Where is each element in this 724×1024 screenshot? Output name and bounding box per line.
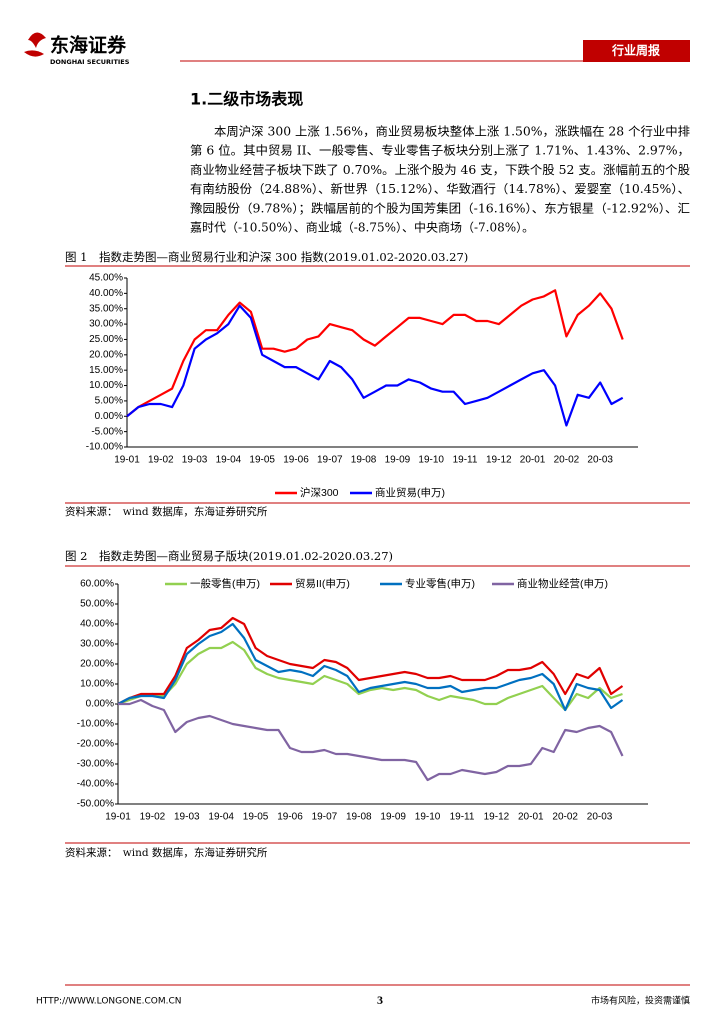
- x-tick-label: 19-06: [277, 812, 303, 823]
- x-tick-label: 19-01: [105, 812, 131, 823]
- logo-text: 东海证券: [50, 34, 127, 57]
- y-tick-label: 50.00%: [80, 599, 114, 610]
- legend-label: 商业物业经营(申万): [517, 577, 608, 590]
- y-tick-label: 15.00%: [89, 365, 123, 376]
- paragraph-line: 第 6 位。其中贸易 II、一般零售、专业零售子板块分别上涨了 1.71%、1.…: [190, 143, 690, 158]
- x-tick-label: 19-02: [148, 455, 174, 466]
- y-tick-label: -40.00%: [77, 779, 114, 790]
- x-tick-label: 19-11: [450, 812, 475, 823]
- y-tick-label: -10.00%: [86, 442, 123, 453]
- footer-url: HTTP://WWW.LONGONE.COM.CN: [36, 997, 182, 1007]
- y-tick-label: -50.00%: [77, 799, 114, 810]
- y-tick-label: 5.00%: [95, 396, 123, 407]
- x-tick-label: 19-10: [418, 455, 444, 466]
- x-tick-label: 19-12: [484, 812, 510, 823]
- x-tick-label: 20-01: [520, 455, 546, 466]
- logo-icon: [24, 32, 46, 57]
- x-tick-label: 20-02: [554, 455, 580, 466]
- header-tag: 行业周报: [611, 43, 660, 58]
- y-tick-label: 0.00%: [86, 699, 114, 710]
- y-tick-label: -5.00%: [91, 426, 123, 437]
- footer-note: 市场有风险，投资需谨慎: [591, 995, 690, 1007]
- x-tick-label: 19-06: [283, 455, 309, 466]
- y-tick-label: 0.00%: [95, 411, 123, 422]
- paragraph-line: 嘉时代（-10.50%）、商业城（-8.75%）、中央商场（-7.08%）。: [190, 220, 534, 235]
- x-tick-label: 19-05: [243, 812, 269, 823]
- series-line: [126, 304, 624, 427]
- section-title: 1.二级市场表现: [190, 90, 303, 109]
- x-tick-label: 19-07: [317, 455, 343, 466]
- y-tick-label: 40.00%: [89, 288, 123, 299]
- figure-source: 资料来源： wind 数据库，东海证券研究所: [65, 505, 268, 518]
- legend-label: 商业贸易(申万): [375, 486, 445, 499]
- legend-label: 一般零售(申万): [190, 577, 260, 590]
- legend-label: 沪深300: [300, 486, 339, 499]
- x-tick-label: 19-12: [486, 455, 512, 466]
- x-tick-label: 19-04: [208, 812, 234, 823]
- legend-label: 贸易II(申万): [295, 577, 350, 590]
- y-tick-label: 10.00%: [80, 679, 114, 690]
- x-tick-label: 19-05: [249, 455, 275, 466]
- paragraph-line: 有南纺股份（24.88%）、新世界（15.12%）、华致酒行（14.78%）、爱…: [190, 181, 690, 196]
- x-tick-label: 19-10: [415, 812, 441, 823]
- y-tick-label: 10.00%: [89, 380, 123, 391]
- figure-caption: 图 1 指数走势图—商业贸易行业和沪深 300 指数(2019.01.02-20…: [65, 250, 468, 264]
- x-tick-label: 19-03: [174, 812, 200, 823]
- y-tick-label: 30.00%: [80, 639, 114, 650]
- header-tag-box: [583, 40, 690, 62]
- x-tick-label: 20-03: [587, 455, 613, 466]
- x-tick-label: 19-08: [351, 455, 377, 466]
- y-tick-label: -20.00%: [77, 739, 114, 750]
- y-tick-label: 45.00%: [89, 273, 123, 284]
- x-tick-label: 20-03: [587, 812, 613, 823]
- figure-source: 资料来源： wind 数据库，东海证券研究所: [65, 846, 268, 859]
- x-tick-label: 19-07: [312, 812, 338, 823]
- y-tick-label: 20.00%: [80, 659, 114, 670]
- series-line: [117, 616, 624, 705]
- x-tick-label: 19-09: [380, 812, 406, 823]
- series-line: [117, 640, 623, 712]
- y-tick-label: 35.00%: [89, 303, 123, 314]
- series-line: [126, 289, 624, 418]
- y-tick-label: 30.00%: [89, 319, 123, 330]
- x-tick-label: 19-11: [453, 455, 478, 466]
- x-tick-label: 19-08: [346, 812, 372, 823]
- legend-label: 专业零售(申万): [405, 577, 475, 590]
- x-tick-label: 20-01: [518, 812, 544, 823]
- y-tick-label: 25.00%: [89, 334, 123, 345]
- x-tick-label: 19-04: [216, 455, 242, 466]
- figure-caption: 图 2 指数走势图—商业贸易子版块(2019.01.02-2020.03.27): [65, 549, 393, 563]
- x-tick-label: 19-01: [114, 455, 140, 466]
- y-tick-label: -10.00%: [77, 719, 114, 730]
- y-tick-label: -30.00%: [77, 759, 114, 770]
- series-line: [117, 622, 624, 712]
- logo-text-en: DONGHAI SECURITIES: [50, 58, 130, 66]
- y-tick-label: 60.00%: [80, 579, 114, 590]
- series-line: [118, 698, 624, 782]
- x-tick-label: 20-02: [552, 812, 578, 823]
- paragraph-line: 豫园股份（9.78%）；跌幅居前的个股为国芳集团（-16.16%）、东方银星（-…: [190, 200, 690, 215]
- paragraph-line: 本周沪深 300 上涨 1.56%，商业贸易板块整体上涨 1.50%，涨跌幅在 …: [214, 124, 690, 139]
- x-tick-label: 19-03: [182, 455, 208, 466]
- page-number: 3: [377, 993, 383, 1007]
- paragraph-line: 商业物业经营子板块下跌了 0.70%。上涨个股为 46 支，下跌个股 52 支。…: [190, 162, 690, 177]
- y-tick-label: 40.00%: [80, 619, 114, 630]
- x-tick-label: 19-02: [140, 812, 166, 823]
- x-tick-label: 19-09: [385, 455, 411, 466]
- y-tick-label: 20.00%: [89, 349, 123, 360]
